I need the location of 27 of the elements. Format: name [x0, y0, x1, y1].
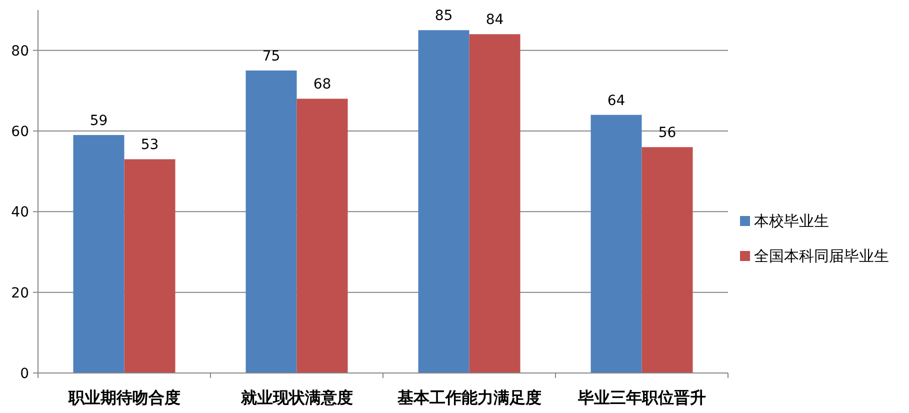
bar — [469, 34, 520, 373]
legend-label: 本校毕业生 — [754, 212, 829, 230]
bar — [642, 147, 693, 373]
data-label: 85 — [434, 8, 453, 24]
bar — [590, 114, 642, 373]
data-label: 64 — [607, 92, 626, 109]
data-label: 53 — [140, 137, 159, 154]
bar — [124, 159, 176, 373]
legend-label: 全国本科同届毕业生 — [754, 247, 889, 265]
x-tick-label: 毕业三年职位晋升 — [576, 388, 706, 407]
data-label: 59 — [90, 113, 108, 130]
data-label: 84 — [486, 12, 504, 28]
data-label: 75 — [262, 48, 280, 64]
bar — [246, 70, 297, 373]
bar — [296, 98, 348, 373]
y-tick-label: 20 — [11, 285, 29, 302]
y-tick-label: 40 — [11, 204, 29, 221]
bar — [418, 30, 470, 373]
y-tick-label: 60 — [11, 124, 29, 140]
y-tick-label: 80 — [11, 43, 29, 60]
x-tick-label: 就业现状满意度 — [240, 388, 353, 407]
bar — [73, 135, 124, 373]
x-tick-label: 职业期待吻合度 — [67, 388, 180, 407]
data-label: 68 — [313, 76, 332, 93]
x-tick-label: 基本工作能力满足度 — [396, 388, 542, 407]
data-label: 56 — [658, 125, 676, 142]
y-tick-label: 0 — [20, 366, 29, 382]
